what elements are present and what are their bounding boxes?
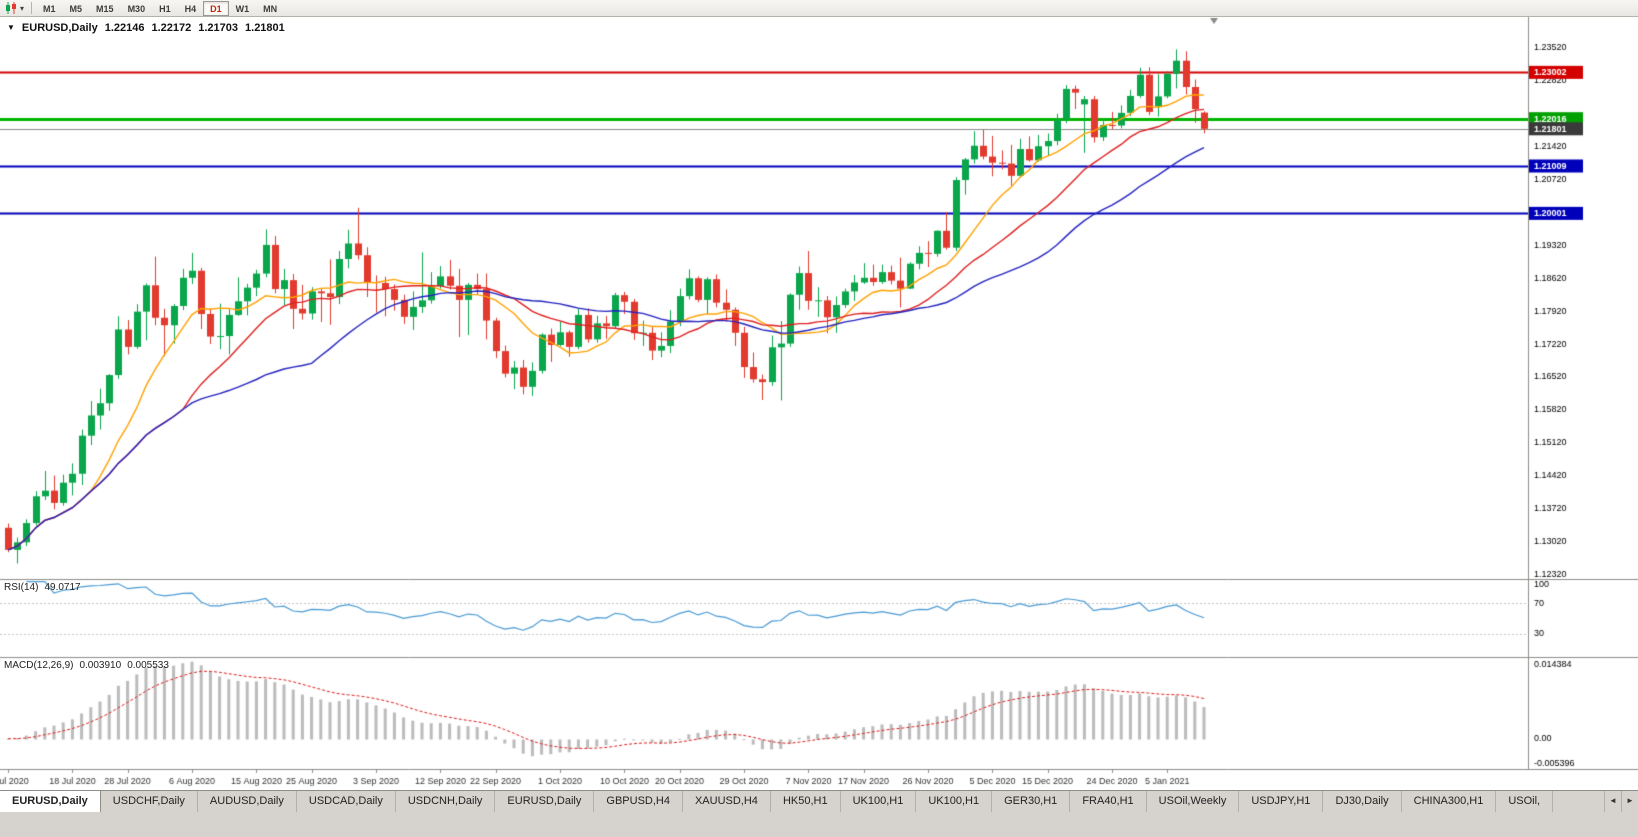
chart-tab-usoil-weekly[interactable]: USOil,Weekly xyxy=(1147,791,1240,812)
timeframe-button-m1[interactable]: M1 xyxy=(43,3,56,14)
timeframe-button-w1[interactable]: W1 xyxy=(235,3,250,14)
timeframe-buttons: M1 M5 M15 M30 H1 H4 D1 W1 MN xyxy=(36,0,284,16)
chart-tab-bar: EURUSD,Daily USDCHF,Daily AUDUSD,Daily USDC… xyxy=(0,790,1638,837)
chart-tab-gbpusd-h4[interactable]: GBPUSD,H4 xyxy=(594,791,683,812)
timeframe-button-h1[interactable]: H1 xyxy=(159,3,171,14)
chart-tab-usdjpy-h1[interactable]: USDJPY,H1 xyxy=(1239,791,1324,812)
timeframe-button-m15[interactable]: M15 xyxy=(96,3,114,14)
top-toolbar: ▾ M1 M5 M15 M30 H1 H4 D1 W1 MN xyxy=(0,0,1638,17)
timeframe-button-d1[interactable]: D1 xyxy=(203,0,229,16)
chart-type-dropdown-icon[interactable]: ▾ xyxy=(20,3,25,13)
timeframe-button-m5[interactable]: M5 xyxy=(69,3,83,14)
timeframe-button-m30[interactable]: M30 xyxy=(127,3,146,14)
chart-window: ▼ EURUSD,Daily 1.22146 1.22172 1.21703 1… xyxy=(0,17,1638,790)
chart-tab-uk100-h1[interactable]: UK100,H1 xyxy=(916,791,993,812)
chart-tab-usdcad-daily[interactable]: USDCAD,Daily xyxy=(297,791,396,812)
chart-tab-audusd-daily[interactable]: AUDUSD,Daily xyxy=(198,791,297,812)
chart-tab-dj30-daily[interactable]: DJ30,Daily xyxy=(1323,791,1402,812)
chart-tab-ger30-h1[interactable]: GER30,H1 xyxy=(992,791,1071,812)
chart-tab-china300-h1[interactable]: CHINA300,H1 xyxy=(1402,791,1497,812)
timeframe-button-mn[interactable]: MN xyxy=(263,3,278,14)
chart-tab-eurusd-daily[interactable]: EURUSD,Daily xyxy=(0,791,101,812)
chart-tab-usoil[interactable]: USOil, xyxy=(1496,791,1554,812)
chart-tab-hk50-h1[interactable]: HK50,H1 xyxy=(771,791,841,812)
tab-scroll-left-icon[interactable]: ◄ xyxy=(1604,791,1621,812)
chart-tab-usdcnh-daily[interactable]: USDCNH,Daily xyxy=(396,791,496,812)
timeframe-button-h4[interactable]: H4 xyxy=(184,3,197,14)
chart-tab-uk100-h1[interactable]: UK100,H1 xyxy=(841,791,917,812)
tab-scroll-arrows: ◄ ► xyxy=(1604,791,1638,812)
chart-tab-fra40-h1[interactable]: FRA40,H1 xyxy=(1070,791,1147,812)
chart-tab-xauusd-h4[interactable]: XAUUSD,H4 xyxy=(683,791,771,812)
chart-tab-usdchf-daily[interactable]: USDCHF,Daily xyxy=(101,791,198,812)
chart-tabs: EURUSD,Daily USDCHF,Daily AUDUSD,Daily USDC… xyxy=(0,791,1604,812)
candlestick-chart-icon[interactable] xyxy=(3,2,19,15)
price-chart-canvas[interactable] xyxy=(0,17,1638,790)
tab-scroll-right-icon[interactable]: ► xyxy=(1621,791,1638,812)
chart-tab-eurusd-daily[interactable]: EURUSD,Daily xyxy=(495,791,595,812)
toolbar-separator xyxy=(31,2,33,14)
title-marker-icon[interactable]: ▼ xyxy=(7,23,15,32)
